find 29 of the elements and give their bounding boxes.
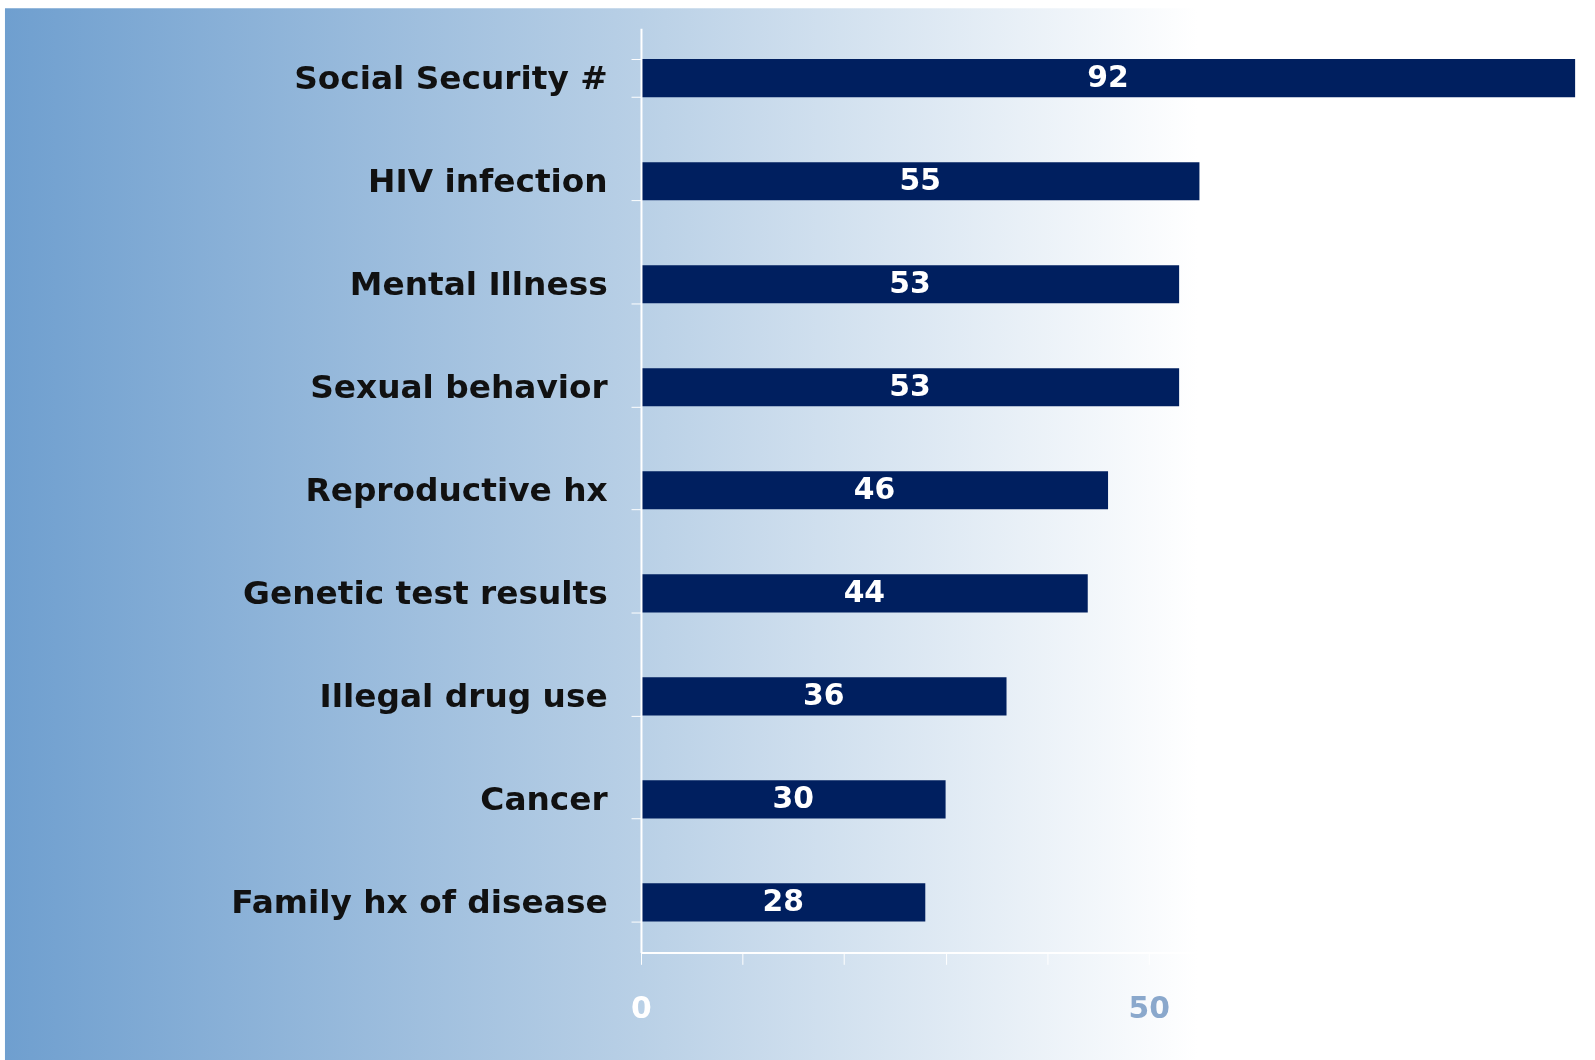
data-label: 44 bbox=[843, 574, 886, 610]
x-tick-label: 50 bbox=[1128, 990, 1170, 1026]
y-tick-label: Mental Illness bbox=[349, 264, 608, 303]
x-tick-label: 0 bbox=[631, 990, 652, 1026]
bar bbox=[640, 574, 1088, 613]
data-label: 92 bbox=[1087, 59, 1129, 95]
bar bbox=[640, 883, 926, 922]
bar bbox=[640, 368, 1180, 407]
data-label: 46 bbox=[853, 471, 896, 507]
y-tick-label: Sexual behavior bbox=[310, 367, 609, 406]
y-tick-label: Cancer bbox=[480, 779, 609, 818]
data-label: 55 bbox=[899, 162, 941, 198]
bar bbox=[640, 471, 1109, 510]
data-label: 28 bbox=[762, 883, 804, 919]
data-label: 53 bbox=[889, 265, 931, 301]
y-tick-label: Family hx of disease bbox=[231, 882, 608, 921]
data-label: 30 bbox=[772, 780, 815, 816]
y-tick-label: Reproductive hx bbox=[305, 470, 608, 509]
bar bbox=[640, 59, 1576, 98]
y-tick-label: Social Security # bbox=[294, 58, 608, 97]
bar bbox=[640, 265, 1180, 304]
data-label: 53 bbox=[889, 368, 931, 404]
y-tick-label: HIV infection bbox=[368, 161, 608, 200]
data-label: 36 bbox=[803, 677, 845, 713]
bar bbox=[640, 780, 946, 819]
y-tick-label: Genetic test results bbox=[243, 573, 608, 612]
y-tick-label: Illegal drug use bbox=[319, 676, 608, 715]
bar bbox=[640, 677, 1007, 716]
bar bbox=[640, 162, 1200, 201]
